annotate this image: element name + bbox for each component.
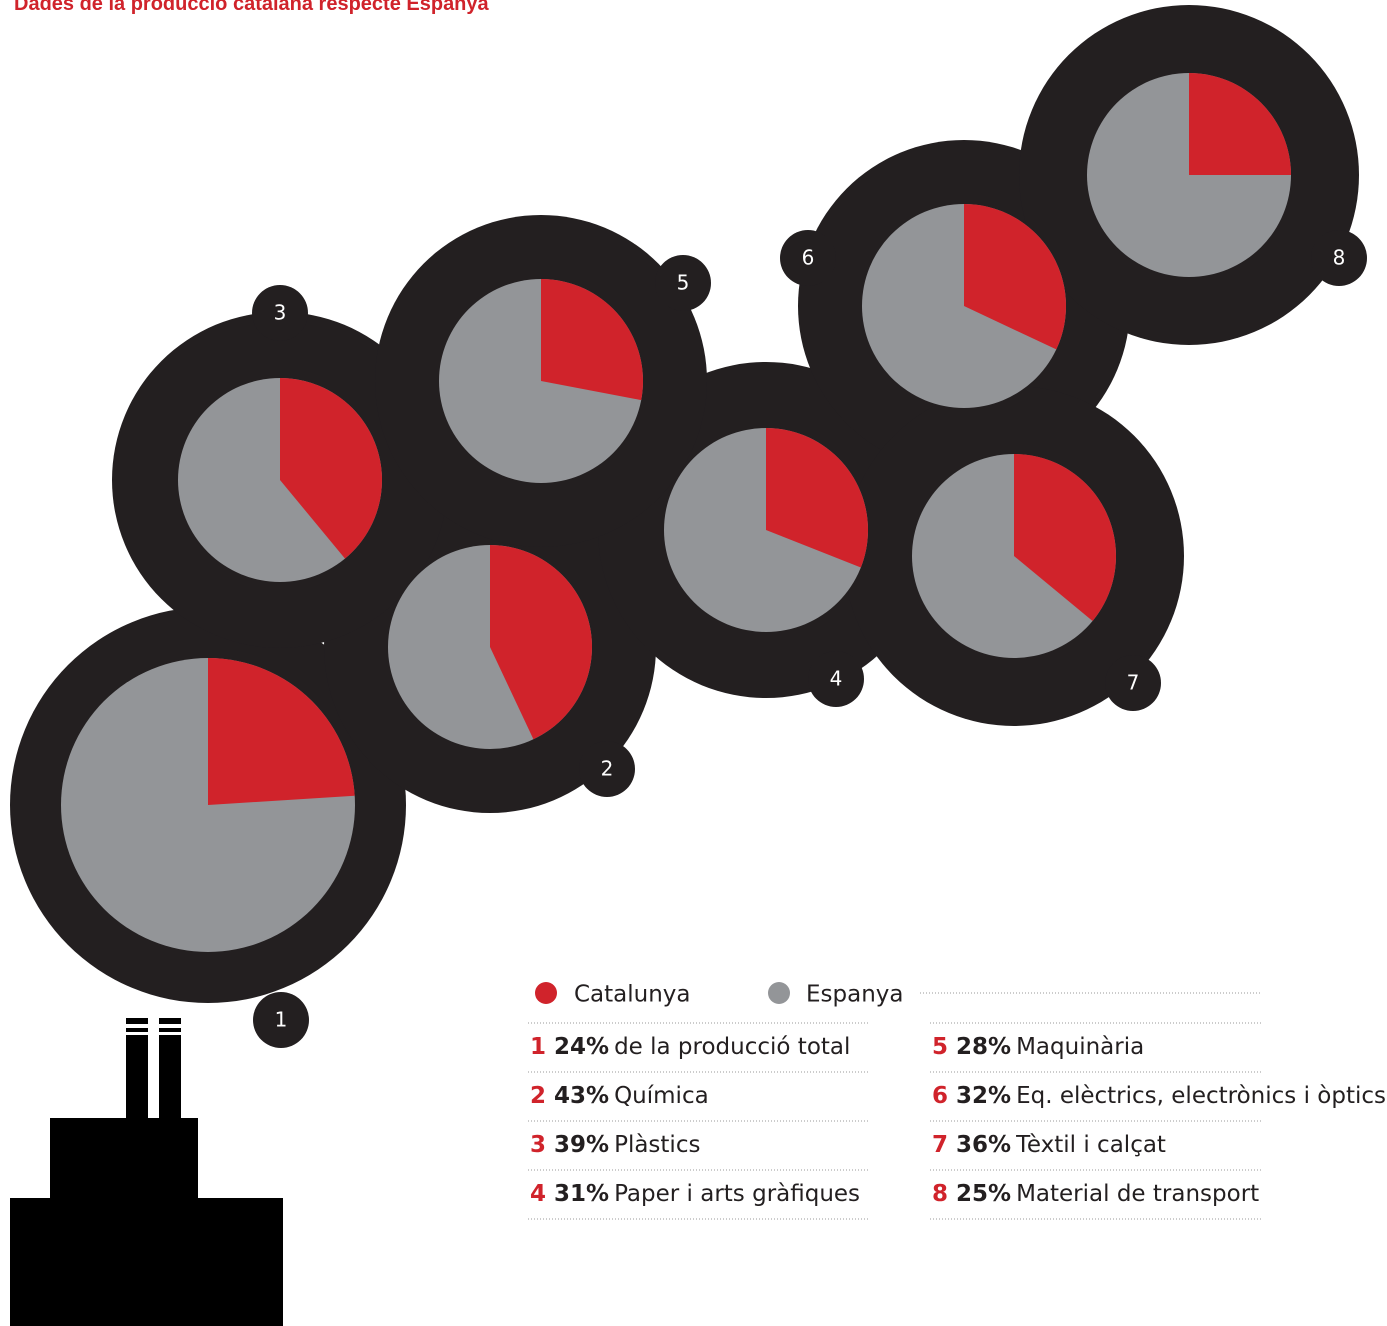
item-label: Paper i arts gràfiques xyxy=(614,1181,860,1207)
pie-number: 7 xyxy=(1127,671,1140,695)
item-label: Maquinària xyxy=(1016,1034,1144,1060)
item-label: Plàstics xyxy=(614,1132,700,1158)
item-value: 39% xyxy=(554,1132,609,1158)
item-number: 5 xyxy=(932,1034,948,1060)
pie-slice xyxy=(490,545,592,740)
item-label: Material de transport xyxy=(1016,1181,1259,1207)
item-label: de la producció total xyxy=(614,1034,850,1060)
number-badge xyxy=(252,285,308,341)
pie-number: 5 xyxy=(677,271,690,295)
pie-number: 8 xyxy=(1333,246,1346,270)
pie-number: 2 xyxy=(601,757,614,781)
pie-slice xyxy=(280,377,382,559)
item-label: Química xyxy=(614,1083,709,1109)
list-item: 4 31% Paper i arts gràfiques xyxy=(530,1181,860,1207)
number-badge xyxy=(808,651,864,707)
item-label: Tèxtil i calçat xyxy=(1015,1132,1166,1158)
item-value: 25% xyxy=(956,1181,1011,1207)
pie-number: 3 xyxy=(274,301,287,325)
item-value: 43% xyxy=(554,1083,609,1109)
factory-icon xyxy=(10,1018,283,1326)
number-badge xyxy=(655,255,711,311)
list-item: 2 43% Química xyxy=(530,1083,709,1109)
item-value: 24% xyxy=(554,1034,609,1060)
item-number: 7 xyxy=(932,1132,948,1158)
pie-slice xyxy=(766,428,868,568)
pie-slice xyxy=(1014,454,1117,622)
item-number: 6 xyxy=(932,1083,948,1109)
list-item: 5 28% Maquinària xyxy=(932,1034,1144,1060)
pie-number: 4 xyxy=(830,667,843,691)
item-label: Eq. elèctrics, electrònics i òptics xyxy=(1016,1083,1386,1109)
item-number: 2 xyxy=(530,1083,546,1109)
number-badge xyxy=(579,741,635,797)
pie-slice xyxy=(541,279,643,401)
list-item: 3 39% Plàstics xyxy=(530,1132,700,1158)
chart-title: Dades de la producció catalana respecte … xyxy=(14,0,490,15)
item-number: 4 xyxy=(530,1181,546,1207)
legend-swatch xyxy=(768,982,790,1004)
item-value: 31% xyxy=(554,1181,609,1207)
pie-number: 6 xyxy=(802,246,815,270)
item-value: 36% xyxy=(956,1132,1011,1158)
list-item: 1 24% de la producció total xyxy=(530,1034,850,1060)
pie-number: 1 xyxy=(275,1008,288,1032)
number-badge xyxy=(1105,655,1161,711)
legend-label: Catalunya xyxy=(574,982,691,1008)
number-badge xyxy=(1311,230,1367,286)
pie-slice xyxy=(208,658,355,805)
item-number: 3 xyxy=(530,1132,546,1158)
pie-slice xyxy=(964,204,1066,350)
list-item: 7 36% Tèxtil i calçat xyxy=(932,1132,1166,1158)
item-number: 8 xyxy=(932,1181,948,1207)
item-number: 1 xyxy=(530,1034,546,1060)
item-value: 28% xyxy=(956,1034,1011,1060)
pie-slice xyxy=(1189,73,1291,175)
number-badge xyxy=(780,230,836,286)
legend-swatch xyxy=(535,982,557,1004)
list-item: 6 32% Eq. elèctrics, electrònics i òptics xyxy=(932,1083,1386,1109)
item-value: 32% xyxy=(956,1083,1011,1109)
number-badge xyxy=(253,992,309,1048)
list-item: 8 25% Material de transport xyxy=(932,1181,1259,1207)
legend-label: Espanya xyxy=(806,982,904,1008)
